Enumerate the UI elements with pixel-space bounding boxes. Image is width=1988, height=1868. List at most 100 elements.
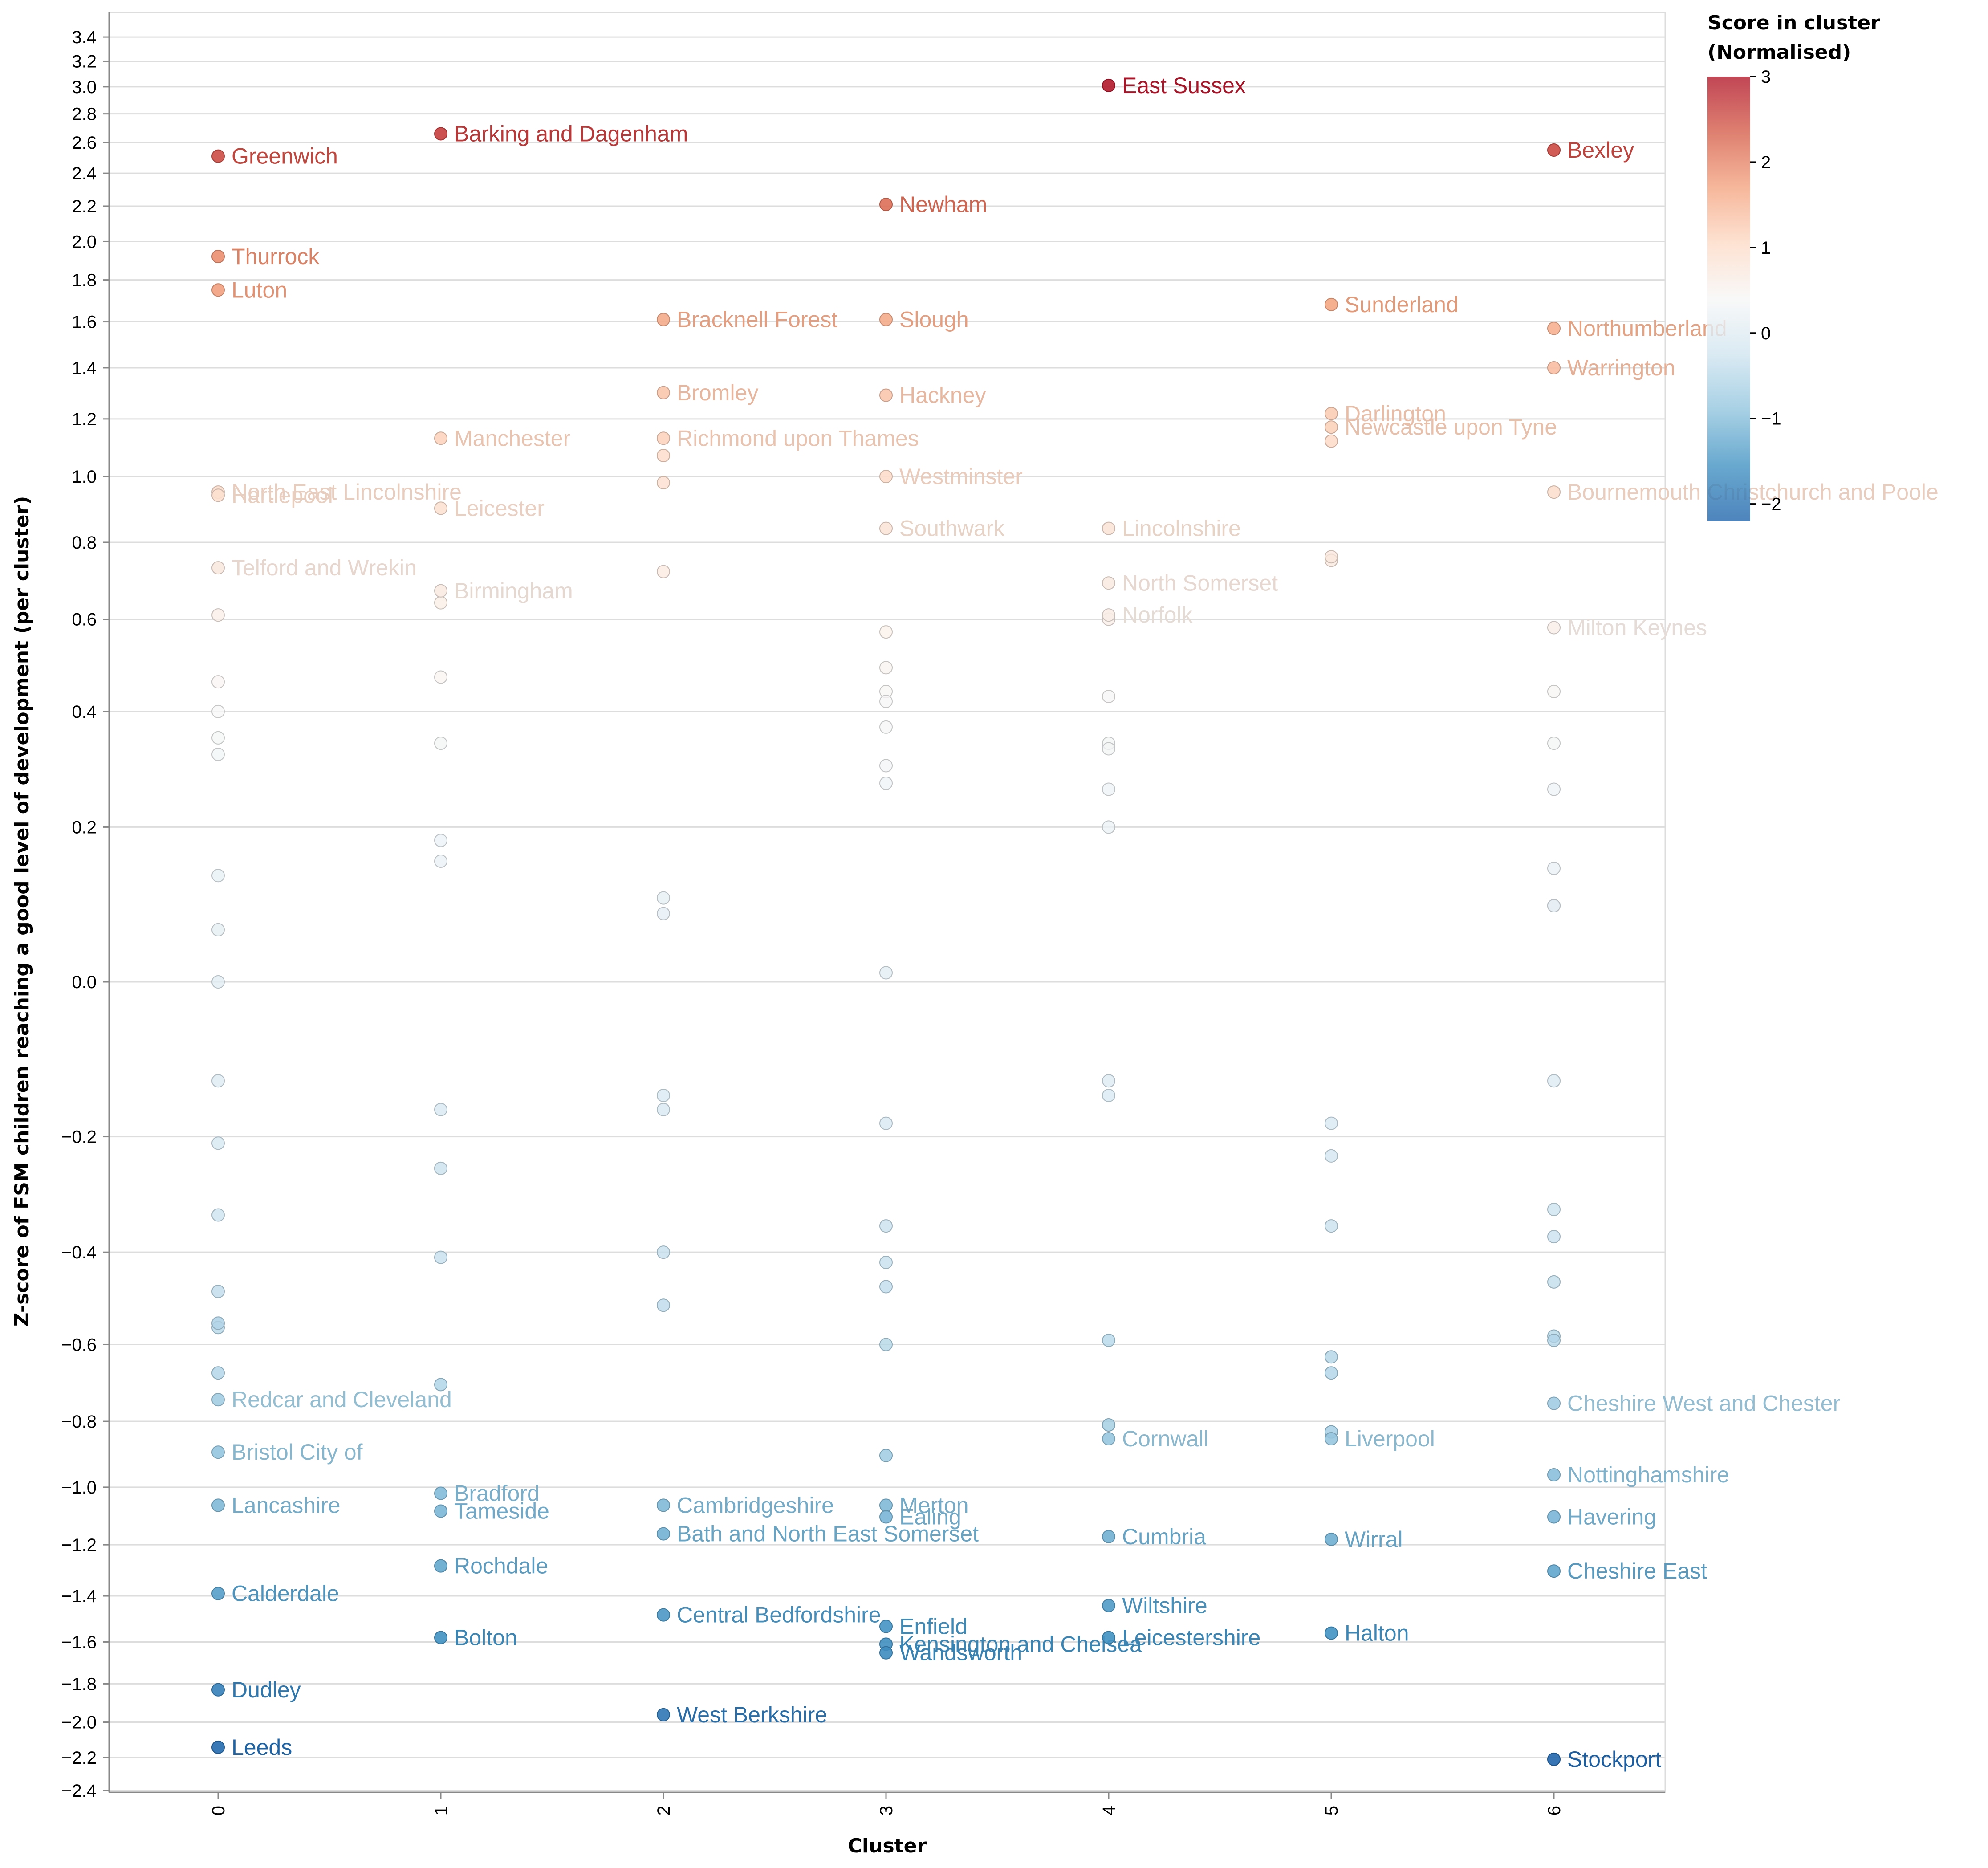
x-tick-label: 0 [209, 1806, 228, 1815]
y-tick-label: 2.2 [72, 197, 97, 216]
data-point-labeled [211, 250, 225, 264]
data-point-labeled [1325, 420, 1338, 434]
data-point [1102, 820, 1115, 834]
data-point [1547, 737, 1561, 750]
data-point [211, 923, 225, 936]
data-point [434, 1378, 447, 1392]
point-label: Warrington [1567, 355, 1675, 380]
data-point [657, 565, 670, 578]
y-tick-label: 3.2 [72, 52, 97, 71]
data-point [879, 625, 893, 639]
data-point [1547, 684, 1561, 698]
y-tick-label: 1.2 [72, 410, 97, 429]
point-label: Richmond upon Thames [677, 426, 919, 451]
data-point-labeled [211, 1683, 225, 1697]
x-tick-label: 5 [1322, 1806, 1342, 1815]
y-axis: 3.4 3.2 3.0 2.8 2.6 2.4 2.2 2.0 1.8 1.6 1.4 1.2 1.0 0… [61, 28, 109, 1801]
point-label: Bath and North East Somerset [677, 1522, 979, 1546]
data-point-labeled [1547, 621, 1561, 635]
data-point-labeled [657, 431, 670, 445]
point-label: Lincolnshire [1122, 516, 1241, 541]
data-point-labeled [1325, 1626, 1338, 1640]
point-label: Liverpool [1345, 1426, 1435, 1451]
data-point [879, 1116, 893, 1130]
data-point [1547, 1074, 1561, 1088]
data-point [211, 1136, 225, 1150]
data-point-labeled [879, 470, 893, 484]
x-axis-title: Cluster [848, 1835, 927, 1857]
data-point-labeled [1325, 1432, 1338, 1446]
y-tick-label: 1.4 [72, 358, 97, 378]
data-point-labeled [1325, 407, 1338, 420]
point-label: Leicester [454, 496, 545, 521]
data-point-labeled [434, 1631, 447, 1644]
point-label: Ealing [899, 1505, 961, 1530]
y-axis-title: Z-score of FSM children reaching a good … [11, 496, 33, 1327]
point-label: Newcastle upon Tyne [1345, 415, 1557, 440]
y-tick-label: −0.4 [61, 1243, 97, 1262]
point-label: Bolton [454, 1625, 517, 1650]
data-point [879, 661, 893, 675]
data-point [434, 1161, 447, 1175]
data-point-labeled [1547, 1396, 1561, 1410]
data-point-labeled [211, 149, 225, 163]
data-point-labeled [1102, 78, 1115, 92]
y-tick-label: 1.0 [72, 467, 97, 487]
data-point-labeled [1547, 361, 1561, 374]
point-label: Luton [232, 277, 287, 302]
point-label: Bromley [677, 380, 758, 405]
point-label: Greenwich [232, 144, 338, 169]
color-legend: Score in cluster (Normalised) 3 2 1 0 −1 −2 [1707, 12, 1880, 521]
point-label: Milton Keynes [1567, 615, 1707, 640]
data-point [1325, 1366, 1338, 1380]
point-label: Dudley [232, 1677, 301, 1702]
data-point [434, 1250, 447, 1264]
data-point [1547, 1230, 1561, 1244]
data-point-labeled [657, 386, 670, 399]
point-label: Calderdale [232, 1581, 339, 1606]
point-label: Nottinghamshire [1567, 1462, 1729, 1487]
y-tick-label: −1.8 [61, 1674, 97, 1694]
data-point [1102, 1418, 1115, 1432]
data-point [1547, 1275, 1561, 1289]
point-label: Leeds [232, 1735, 292, 1760]
point-label: Hartlepool [232, 483, 333, 508]
point-label: Bristol City of [232, 1440, 363, 1465]
point-label: Leicestershire [1122, 1625, 1260, 1650]
data-point-labeled [211, 283, 225, 297]
point-label: Southwark [899, 516, 1005, 541]
point-label: Slough [899, 307, 969, 332]
y-tick-label: −0.2 [61, 1127, 97, 1147]
data-point [657, 1245, 670, 1259]
y-tick-label: 2.6 [72, 133, 97, 153]
data-point [657, 891, 670, 905]
data-point-labeled [879, 198, 893, 212]
y-tick-label: −0.8 [61, 1412, 97, 1432]
data-point [1325, 1350, 1338, 1364]
data-point [1102, 1074, 1115, 1088]
data-point-labeled [211, 1393, 225, 1407]
y-tick-label: −1.0 [61, 1478, 97, 1498]
data-point-labeled [657, 1608, 670, 1622]
data-point-labeled [1102, 1432, 1115, 1446]
data-point [1325, 550, 1338, 564]
x-tick-label: 2 [654, 1806, 674, 1815]
point-label: Cheshire East [1567, 1559, 1707, 1583]
data-point [1547, 899, 1561, 913]
data-point-labeled [1102, 521, 1115, 535]
data-point-labeled [657, 313, 670, 326]
point-label: Wirral [1345, 1527, 1403, 1552]
y-tick-label: −2.4 [61, 1781, 97, 1801]
data-point [657, 476, 670, 489]
data-point-labeled [657, 1708, 670, 1721]
point-label: Halton [1345, 1621, 1409, 1646]
data-point-labeled [879, 521, 893, 535]
point-label: Enfield [899, 1614, 968, 1639]
data-point [1102, 782, 1115, 796]
data-point [657, 1089, 670, 1103]
legend-tick-label: 2 [1761, 153, 1771, 172]
data-point-labeled [879, 1498, 893, 1512]
y-tick-label: 3.4 [72, 28, 97, 47]
data-point-labeled [434, 1486, 447, 1500]
data-point [211, 704, 225, 718]
